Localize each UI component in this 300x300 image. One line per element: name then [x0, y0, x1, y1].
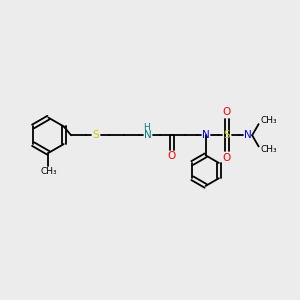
Text: S: S: [224, 130, 230, 140]
Text: H: H: [143, 123, 150, 132]
Text: O: O: [168, 152, 176, 161]
Text: O: O: [223, 153, 231, 163]
Text: S: S: [93, 130, 99, 140]
Text: N: N: [144, 130, 152, 140]
Text: CH₃: CH₃: [261, 116, 278, 125]
Text: CH₃: CH₃: [40, 167, 57, 176]
Text: O: O: [223, 107, 231, 117]
Text: CH₃: CH₃: [261, 146, 278, 154]
Text: N: N: [244, 130, 251, 140]
Text: N: N: [202, 130, 209, 140]
